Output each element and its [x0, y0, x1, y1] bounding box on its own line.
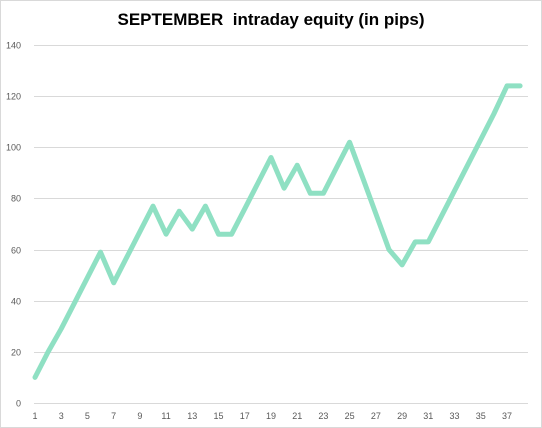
x-tick-label: 35 [476, 411, 486, 421]
y-tick-label: 80 [11, 194, 21, 204]
x-tick-label: 1 [32, 411, 37, 421]
y-tick-label: 60 [11, 246, 21, 256]
grid-lines [34, 45, 528, 404]
y-axis-ticks: 0 20 40 60 80 100 120 140 [6, 41, 21, 409]
x-tick-label: 37 [502, 411, 512, 421]
y-tick-label: 20 [11, 348, 21, 358]
x-tick-label: 7 [111, 411, 116, 421]
x-tick-label: 25 [345, 411, 355, 421]
x-axis-ticks: 1 3 5 7 9 11 13 15 17 19 21 23 25 27 29 31 33 35 37 [32, 411, 511, 421]
series-layer [32, 83, 523, 380]
x-tick-label: 23 [318, 411, 328, 421]
y-tick-label: 40 [11, 297, 21, 307]
x-tick-label: 21 [292, 411, 302, 421]
x-tick-label: 11 [161, 411, 170, 421]
x-tick-label: 31 [423, 411, 433, 421]
y-tick-label: 140 [6, 41, 21, 51]
x-tick-label: 27 [371, 411, 381, 421]
chart-title: SEPTEMBER intraday equity (in pips) [117, 10, 425, 29]
x-tick-label: 9 [137, 411, 142, 421]
x-tick-label: 17 [240, 411, 250, 421]
x-tick-label: 5 [85, 411, 90, 421]
y-tick-label: 0 [16, 399, 21, 409]
y-tick-label: 100 [6, 143, 21, 153]
x-tick-label: 3 [59, 411, 64, 421]
x-tick-label: 13 [187, 411, 197, 421]
series-line-0 [32, 83, 523, 380]
x-tick-label: 19 [266, 411, 276, 421]
y-tick-label: 120 [6, 92, 21, 102]
x-tick-label: 29 [397, 411, 407, 421]
x-tick-label: 33 [450, 411, 460, 421]
x-tick-label: 15 [214, 411, 224, 421]
